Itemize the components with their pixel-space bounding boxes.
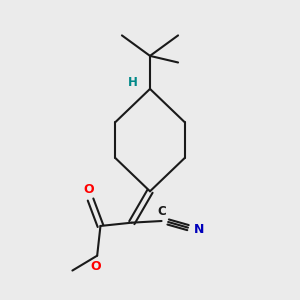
- Text: C: C: [157, 205, 166, 218]
- Text: H: H: [128, 76, 137, 89]
- Text: O: O: [84, 183, 94, 196]
- Text: N: N: [194, 223, 204, 236]
- Text: O: O: [90, 260, 101, 273]
